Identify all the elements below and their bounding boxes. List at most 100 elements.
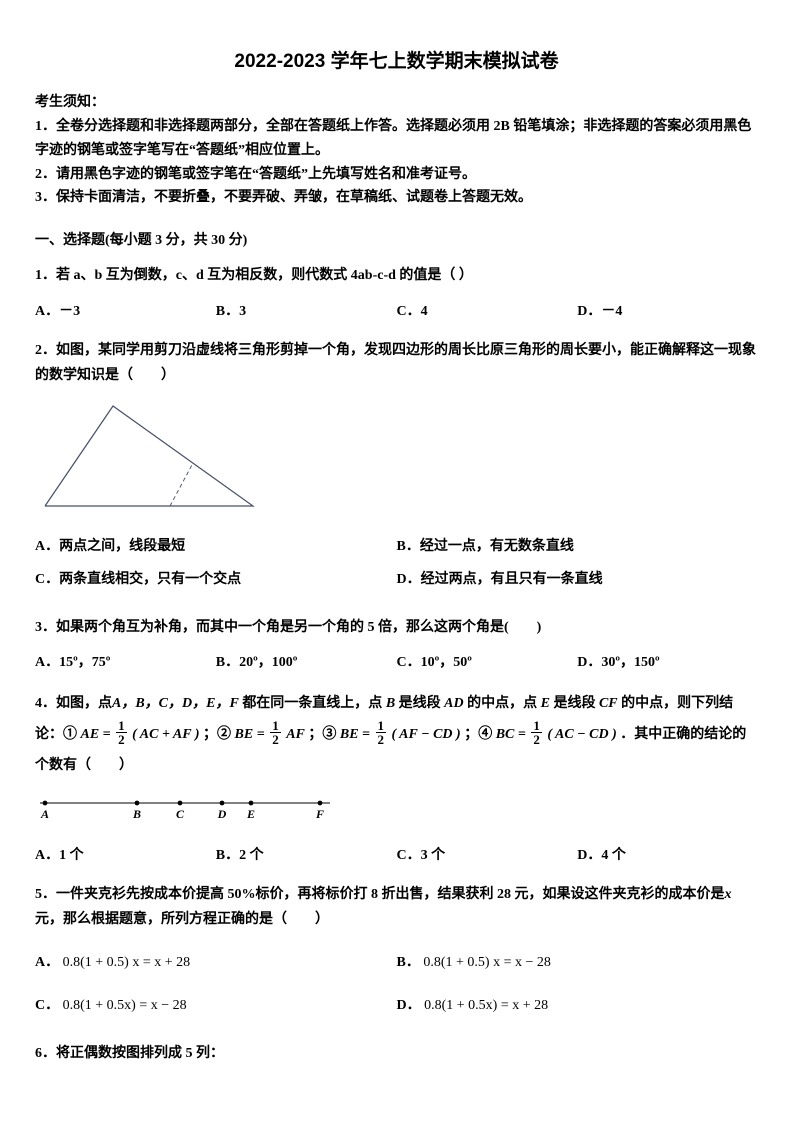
q2-option-a: A．两点之间，线段最短	[35, 534, 397, 559]
frac-num: 1	[270, 719, 281, 733]
q6-stem: 6．将正偶数按图排列成 5 列：	[35, 1041, 758, 1066]
q4-eq2-rhs: AF	[286, 727, 305, 742]
q4-options: A．1 个 B．2 个 C．3 个 D．4 个	[35, 843, 758, 868]
frac-num: 1	[376, 719, 387, 733]
q4-pt-b: B	[386, 696, 395, 711]
q5-a-label: A．	[35, 955, 59, 970]
q5-option-d: D． 0.8(1 + 0.5x) = x + 28	[397, 993, 759, 1018]
q4-eq3-rhs: ( AF − CD )	[392, 727, 461, 742]
q3-option-b: B．20º，100º	[216, 650, 397, 675]
q5-option-b: B． 0.8(1 + 0.5) x = x − 28	[397, 950, 759, 975]
q4-eq1-frac: 12	[116, 719, 127, 746]
pt-a-label: A	[40, 807, 49, 821]
q5-d-label: D．	[397, 998, 421, 1013]
q5-c-eq: 0.8(1 + 0.5x) = x − 28	[63, 998, 187, 1013]
q4-stem: 4．如图，点A，B，C，D，E，F 都在同一条直线上，点 B 是线段 AD 的中…	[35, 689, 758, 781]
q5-b-eq: 0.8(1 + 0.5) x = x − 28	[423, 955, 551, 970]
q4-eq3-frac: 12	[376, 719, 387, 746]
q1-option-c: C．4	[397, 299, 578, 324]
q4-eq2-lhs: BE =	[235, 727, 265, 742]
page-title: 2022-2023 学年七上数学期末模拟试卷	[35, 45, 758, 79]
q4-mid4: 是线段	[550, 696, 599, 711]
q2-stem: 2．如图，某同学用剪刀沿虚线将三角形剪掉一个角，发现四边形的周长比原三角形的周长…	[35, 338, 758, 388]
q4-eq4: BC = 12 ( AC − CD )	[496, 727, 621, 742]
q4-eq2: BE = 12 AF	[235, 727, 309, 742]
question-6: 6．将正偶数按图排列成 5 列：	[35, 1041, 758, 1066]
q5-a-eq: 0.8(1 + 0.5) x = x + 28	[63, 955, 191, 970]
triangle-dash	[170, 463, 193, 506]
q3-stem: 3．如果两个角互为补角，而其中一个角是另一个角的 5 倍，那么这两个角是( )	[35, 615, 758, 640]
q4-mid2: 是线段	[395, 696, 444, 711]
q5-stem-mid: 元，那么根据题意，所列方程正确的是（ ）	[35, 912, 329, 927]
pt-f-label: F	[315, 807, 324, 821]
question-4: 4．如图，点A，B，C，D，E，F 都在同一条直线上，点 B 是线段 AD 的中…	[35, 689, 758, 868]
notice-line-1: 1．全卷分选择题和非选择题两部分，全部在答题纸上作答。选择题必须用 2B 铅笔填…	[35, 115, 758, 163]
q4-option-c: C．3 个	[397, 843, 578, 868]
q4-seg-cf: CF	[599, 696, 618, 711]
q1-option-b: B．3	[216, 299, 397, 324]
question-1: 1．若 a、b 互为倒数，c、d 互为相反数，则代数式 4ab-c-d 的值是（…	[35, 263, 758, 323]
q4-eq3-lhs: BE =	[340, 727, 370, 742]
q5-stem: 5．一件夹克衫先按成本价提高 50%标价，再将标价打 8 折出售，结果获利 28…	[35, 882, 758, 932]
pt-a-dot	[43, 801, 48, 806]
q4-seg-ad: AD	[444, 696, 463, 711]
q4-eq3: BE = 12 ( AF − CD )	[340, 727, 464, 742]
question-3: 3．如果两个角互为补角，而其中一个角是另一个角的 5 倍，那么这两个角是( ) …	[35, 615, 758, 675]
question-5: 5．一件夹克衫先按成本价提高 50%标价，再将标价打 8 折出售，结果获利 28…	[35, 882, 758, 1027]
q2-option-d: D．经过两点，有且只有一条直线	[397, 567, 759, 592]
q5-d-eq: 0.8(1 + 0.5x) = x + 28	[424, 998, 548, 1013]
q1-option-a: A．－3	[35, 299, 216, 324]
pt-d-dot	[220, 801, 225, 806]
frac-num: 1	[531, 719, 542, 733]
q2-options: A．两点之间，线段最短 B．经过一点，有无数条直线 C．两条直线相交，只有一个交…	[35, 534, 758, 600]
q4-eq4-frac: 12	[531, 719, 542, 746]
frac-num: 1	[116, 719, 127, 733]
q4-eq4-lhs: BC =	[496, 727, 526, 742]
q5-options: A． 0.8(1 + 0.5) x = x + 28 B． 0.8(1 + 0.…	[35, 950, 758, 1026]
q3-option-d: D．30º，150º	[577, 650, 758, 675]
q4-c2: ②	[217, 727, 231, 742]
q2-option-c: C．两条直线相交，只有一个交点	[35, 567, 397, 592]
q3-options: A．15º，75º B．20º，100º C．10º，50º D．30º，150…	[35, 650, 758, 675]
q5-b-label: B．	[397, 955, 420, 970]
q4-eq4-rhs: ( AC − CD )	[547, 727, 616, 742]
q5-c-label: C．	[35, 998, 59, 1013]
q4-option-b: B．2 个	[216, 843, 397, 868]
q4-pt-e: E	[541, 696, 550, 711]
q5-stem-pre: 5．一件夹克衫先按成本价提高 50%标价，再将标价打 8 折出售，结果获利 28…	[35, 887, 725, 902]
q3-option-a: A．15º，75º	[35, 650, 216, 675]
q4-stem-lead: 4．如图，点	[35, 696, 112, 711]
q2-option-b: B．经过一点，有无数条直线	[397, 534, 759, 559]
frac-den: 2	[531, 733, 542, 746]
q4-option-a: A．1 个	[35, 843, 216, 868]
triangle-outline	[45, 406, 253, 506]
q1-stem: 1．若 a、b 互为倒数，c、d 互为相反数，则代数式 4ab-c-d 的值是（…	[35, 263, 758, 288]
pt-f-dot	[318, 801, 323, 806]
frac-den: 2	[270, 733, 281, 746]
question-2: 2．如图，某同学用剪刀沿虚线将三角形剪掉一个角，发现四边形的周长比原三角形的周长…	[35, 338, 758, 601]
q4-c4: ；④	[464, 727, 492, 742]
frac-den: 2	[116, 733, 127, 746]
triangle-svg	[35, 398, 265, 513]
q5-option-a: A． 0.8(1 + 0.5) x = x + 28	[35, 950, 397, 975]
q4-eq1-rhs: ( AC + AF )	[132, 727, 199, 742]
q4-semi1: ；	[203, 727, 217, 742]
pt-c-label: C	[176, 807, 185, 821]
notice-header: 考生须知：	[35, 91, 758, 115]
notice-line-3: 3．保持卡面清洁，不要折叠，不要弄破、弄皱，在草稿纸、试题卷上答题无效。	[35, 186, 758, 210]
q1-option-d: D．－4	[577, 299, 758, 324]
q4-mid3: 的中点，点	[464, 696, 541, 711]
q2-figure	[35, 398, 758, 522]
instructions-block: 考生须知： 1．全卷分选择题和非选择题两部分，全部在答题纸上作答。选择题必须用 …	[35, 91, 758, 210]
frac-den: 2	[376, 733, 387, 746]
pt-c-dot	[178, 801, 183, 806]
q4-eq1: AE = 12 ( AC + AF )	[81, 727, 204, 742]
q5-option-c: C． 0.8(1 + 0.5x) = x − 28	[35, 993, 397, 1018]
q4-c3: ；③	[308, 727, 336, 742]
q4-figure: A B C D E F	[35, 793, 758, 832]
pt-b-dot	[135, 801, 140, 806]
q5-var: x	[725, 887, 732, 902]
q4-eq1-lhs: AE =	[81, 727, 111, 742]
pt-e-dot	[249, 801, 254, 806]
q1-options: A．－3 B．3 C．4 D．－4	[35, 299, 758, 324]
